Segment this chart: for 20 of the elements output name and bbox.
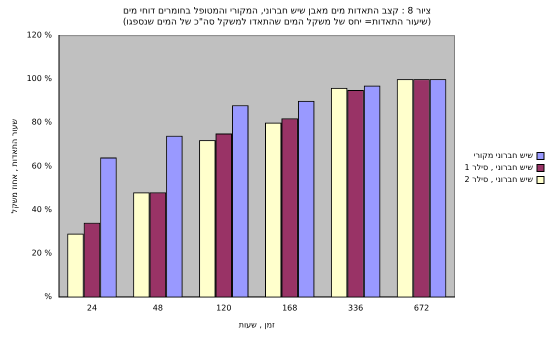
y-tick-label: 100 % <box>26 74 52 84</box>
x-tick-label: 24 <box>86 304 98 313</box>
y-tick-label: 20 % <box>32 248 52 258</box>
x-tick-label: 48 <box>152 304 163 313</box>
x-tick-label: 336 <box>348 304 364 313</box>
y-tick-label: 40 % <box>32 204 52 214</box>
x-axis-title: זמן , שעות <box>238 320 276 330</box>
y-tick-label: 60 % <box>32 161 52 170</box>
legend-label: שיש חברוני , סילר 1 <box>464 163 534 172</box>
y-axis-title: שעור התאדות , אחוז משקל <box>10 118 19 214</box>
text: ציור 8 : קצב התאדות מים מאבן שיש חברוני, המקורי והמטופל בחומרים דוחי מים <box>122 6 432 17</box>
x-tick-label: 168 <box>282 304 298 313</box>
legend-label: שיש חברוני מקורי <box>474 151 534 160</box>
x-tick-label: 672 <box>414 304 430 313</box>
y-tick-label: 80 % <box>32 118 52 127</box>
legend-label: שיש חברוני , סילר 2 <box>464 175 534 184</box>
text: (שיעור התאדות= יחס של משקל המים שהתאדו למשקל סה"כ של המים שנספגו) <box>122 18 432 28</box>
y-tick-label: % <box>44 292 52 301</box>
y-tick-label: 120 % <box>26 30 52 40</box>
x-tick-label: 120 <box>216 304 232 313</box>
